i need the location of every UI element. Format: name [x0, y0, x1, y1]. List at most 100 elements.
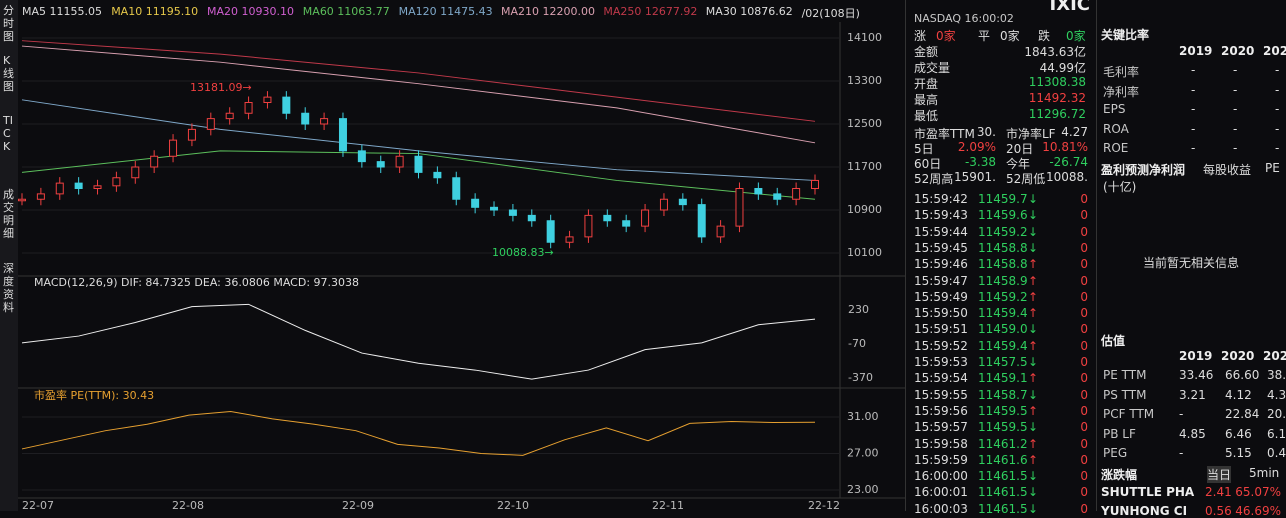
- forecast-tab[interactable]: 净利润: [1149, 163, 1186, 177]
- tick-time: 15:59:58: [914, 436, 968, 451]
- y-tick-label: 11700: [847, 160, 882, 173]
- ratios-panel: 关键比率 2019 2020 2021 毛利率 - - - 净利率 - - - EPS - - - ROA - - -…: [1096, 0, 1286, 518]
- ratio-value: -: [1275, 102, 1280, 116]
- quote-label: 市净率LF: [1006, 127, 1056, 141]
- y-tick-label: 27.00: [847, 447, 879, 460]
- tick-price: 11461.2: [978, 436, 1028, 451]
- quote-label: 今年: [1006, 157, 1031, 171]
- quote-label: 成交量: [914, 61, 951, 75]
- candle: [301, 112, 310, 125]
- candle: [263, 96, 272, 103]
- ma-legend: MA250 12677.92: [603, 5, 698, 18]
- ma-line: [21, 45, 816, 144]
- candle: [55, 182, 64, 195]
- tick-dir: ↑: [1028, 371, 1039, 386]
- candle: [735, 188, 744, 227]
- valuation-value: 4.12: [1225, 387, 1252, 402]
- tick-time: 15:59:46: [914, 257, 968, 272]
- tick-volume: 0: [1080, 403, 1088, 418]
- valuation-value: 33.46: [1179, 368, 1214, 382]
- y-tick-label: -70: [848, 337, 866, 350]
- ratio-value: -: [1233, 121, 1238, 136]
- tick-time: 15:59:53: [914, 355, 968, 369]
- x-tick-label: 22-10: [497, 499, 529, 511]
- forecast-tab[interactable]: PE: [1265, 161, 1280, 175]
- candle: [93, 185, 102, 189]
- candle: [622, 220, 631, 227]
- valuation-value: 22.84: [1225, 407, 1260, 421]
- quote-value: 30.: [976, 125, 996, 139]
- mover-change: 46.69%: [1235, 504, 1281, 518]
- tick-price: 11459.4: [978, 306, 1028, 321]
- section-title: 估值: [1101, 334, 1126, 348]
- candle: [36, 193, 45, 200]
- tick-volume: 0: [1080, 322, 1088, 337]
- quote-value: 10.81%: [1042, 140, 1088, 154]
- candle: [584, 214, 593, 238]
- tick-time: 15:59:50: [914, 306, 968, 321]
- tick-volume: 0: [1080, 273, 1088, 288]
- candle: [697, 204, 706, 238]
- tick-dir: ↑: [1028, 273, 1039, 288]
- mover-name: YUNHONG CI: [1101, 504, 1188, 518]
- candle: [811, 179, 819, 189]
- tick-dir: ↓: [1028, 322, 1039, 337]
- side-tab[interactable]: 深度资料: [3, 262, 14, 314]
- tick-dir: ↓: [1028, 224, 1039, 239]
- tick-volume: 0: [1080, 192, 1088, 206]
- tick-price: 11461.5: [978, 501, 1028, 516]
- ratio-value: -: [1191, 102, 1196, 116]
- tick-volume: 0: [1080, 208, 1088, 223]
- quote-label: 最高: [914, 93, 939, 107]
- chart-area: 14100 13300 12500 11700 10900 10100 13181.09→ 1…: [0, 0, 905, 511]
- y-tick-label: 230: [848, 303, 869, 316]
- ratio-label: 毛利率: [1103, 65, 1140, 79]
- y-tick-label: 14100: [847, 31, 882, 44]
- candle: [131, 166, 140, 179]
- tick-price: 11457.5: [978, 355, 1028, 369]
- valuation-value: 66.60: [1225, 368, 1260, 382]
- candle: [74, 182, 83, 189]
- side-tab[interactable]: 分时图: [3, 4, 14, 43]
- movers-tab[interactable]: 当日: [1207, 466, 1232, 483]
- quote-value: 2.09%: [957, 140, 996, 154]
- candle: [150, 155, 159, 168]
- tick-volume: 0: [1080, 469, 1088, 484]
- side-tab[interactable]: TICK: [3, 114, 13, 153]
- valuation-value: 6.46: [1225, 426, 1252, 441]
- tick-time: 15:59:55: [914, 387, 968, 402]
- tick-volume: 0: [1080, 306, 1088, 321]
- y-tick-label: 31.00: [847, 410, 879, 423]
- year: 2021: [1263, 349, 1286, 363]
- y-tick-label: 13300: [847, 74, 882, 87]
- year: 2020: [1221, 349, 1255, 363]
- tick-time: 15:59:57: [914, 420, 968, 435]
- tab-strip: [0, 0, 18, 511]
- side-tab[interactable]: 成交明细: [3, 188, 14, 240]
- quote-value: 11492.32: [1028, 91, 1086, 105]
- section-title: 盈利预测: [1101, 163, 1150, 177]
- valuation-value: 3.21: [1179, 387, 1206, 402]
- quote-label: 金额: [914, 45, 939, 59]
- y-tick-label: 10900: [847, 203, 882, 216]
- ratio-value: -: [1275, 141, 1280, 155]
- tick-volume: 0: [1080, 501, 1088, 516]
- candle: [508, 209, 517, 216]
- tick-price: 11458.9: [978, 273, 1028, 288]
- year: 2020: [1221, 44, 1255, 58]
- side-tab[interactable]: K线图: [3, 54, 14, 93]
- dif-line: [21, 303, 816, 380]
- forecast-tab[interactable]: 每股收益: [1203, 163, 1252, 177]
- candle: [206, 118, 215, 130]
- tick-volume: 0: [1080, 371, 1088, 386]
- tick-time: 15:59:42: [914, 192, 968, 206]
- candle: [641, 209, 650, 227]
- quote-label: 最低: [914, 109, 939, 123]
- tick-time: 16:00:01: [914, 485, 968, 500]
- ma-legend: MA20 10930.10: [207, 5, 294, 18]
- ratio-value: -: [1233, 63, 1238, 77]
- movers-tab[interactable]: 5min: [1249, 466, 1280, 480]
- tick-volume: 0: [1080, 355, 1088, 369]
- pe-line: [21, 411, 816, 456]
- quote-value: 4.27: [1061, 125, 1088, 139]
